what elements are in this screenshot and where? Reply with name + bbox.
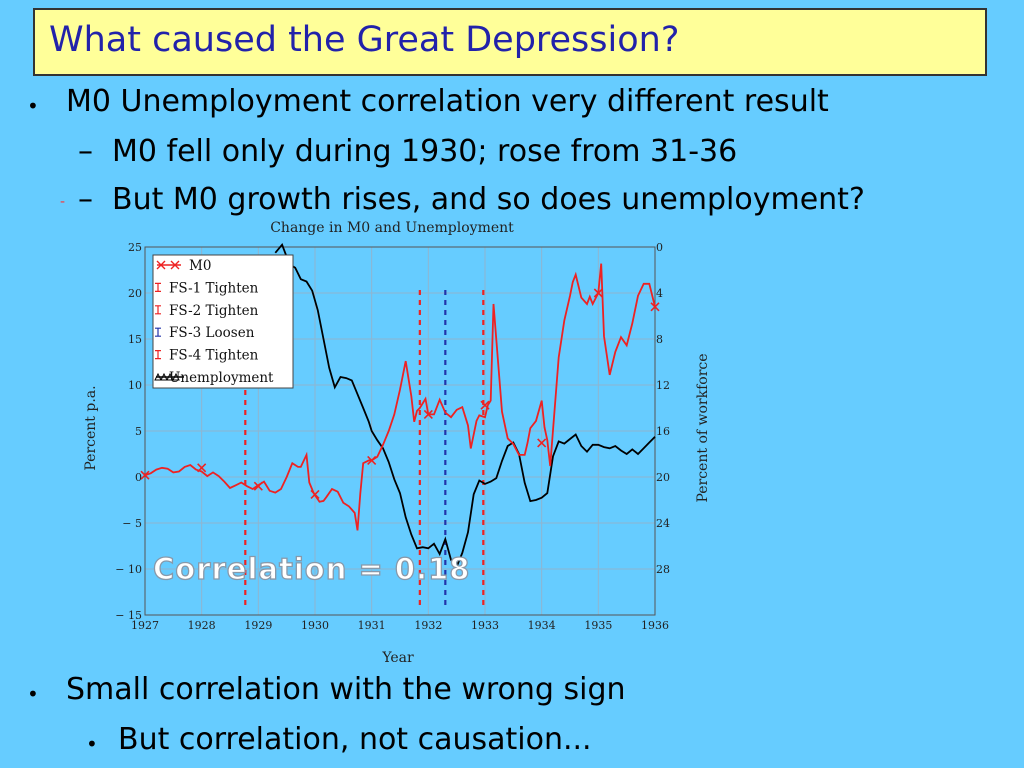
m0-marker (197, 463, 207, 473)
y-right-tick-label: 20 (656, 471, 670, 484)
y-tick-label: 15 (128, 333, 142, 346)
legend-label: Unemployment (169, 370, 274, 386)
m0-marker (140, 470, 150, 480)
series-lines (140, 242, 660, 569)
y-tick-label: − 10 (115, 563, 142, 576)
legend: M0 FS-1 Tighten FS-2 Tighten FS-3 Loosen FS-… (152, 254, 294, 389)
x-tick-label: 1934 (528, 619, 556, 632)
plot-frame (144, 246, 656, 616)
bullet-3: But M0 growth rises, and so does unemplo… (112, 182, 865, 217)
legend-label: FS-2 Tighten (169, 303, 259, 319)
y-tick-label: 5 (135, 425, 142, 438)
m0-marker (537, 438, 547, 448)
y-right-tick-label: 0 (656, 241, 663, 254)
x-tick-label: 1932 (414, 619, 442, 632)
legend-label: FS-1 Tighten (169, 280, 259, 296)
legend-label: M0 (189, 258, 211, 274)
bullet-1: M0 Unemployment correlation very differe… (66, 84, 829, 119)
legend-marker (156, 260, 166, 270)
x-tick-label: 1927 (131, 619, 159, 632)
legend-marker (160, 372, 168, 381)
m0-line (144, 263, 656, 531)
legend-box (152, 254, 294, 389)
bullet-2: M0 fell only during 1930; rose from 31-3… (112, 134, 738, 169)
chart-title: Change in M0 and Unemployment (270, 220, 514, 236)
correlation-annotation: Correlation = 0.18 (153, 552, 470, 586)
y-tick-label: 20 (128, 287, 142, 300)
x-tick-label: 1930 (301, 619, 329, 632)
x-tick-label: 1935 (584, 619, 612, 632)
legend-swatch-fs (155, 327, 161, 337)
axis-ticks: 1927 1928 1929 1930 1931 1932 1933 1934 1935 1936… (115, 241, 670, 632)
legend-marker (154, 372, 162, 381)
y-right-tick-label: 4 (656, 287, 663, 300)
legend-swatch-fs (155, 305, 161, 315)
unemployment-line (274, 242, 656, 569)
y-axis-label: Percent p.a. (83, 385, 99, 470)
legend-marker (170, 260, 180, 270)
bullet-dot: • (27, 94, 39, 118)
bullet-4: Small correlation with the wrong sign (66, 672, 626, 707)
x-axis-label: Year (381, 650, 414, 666)
x-tick-label: 1933 (471, 619, 499, 632)
legend-marker (166, 372, 174, 381)
y-right-tick-label: 12 (656, 379, 670, 392)
dash-marker: – (78, 134, 93, 169)
legend-label: FS-3 Loosen (169, 325, 255, 341)
m0-marker (423, 409, 433, 420)
slide-title: What caused the Great Depression? (49, 20, 680, 60)
y-tick-label: − 15 (115, 609, 142, 622)
legend-swatch-fs (155, 350, 161, 360)
m0-marker (650, 302, 660, 312)
m0-marker (593, 288, 603, 298)
m0-marker (480, 400, 490, 410)
y-right-tick-label: 8 (656, 333, 663, 346)
x-tick-label: 1929 (244, 619, 272, 632)
bullet-5: But correlation, not causation... (118, 722, 592, 757)
m0-marker (310, 489, 320, 500)
m0-marker (367, 455, 377, 466)
dash-marker: – (78, 182, 93, 217)
y-right-tick-label: 24 (656, 517, 670, 530)
y-right-tick-label: 16 (656, 425, 670, 438)
legend-marker (172, 372, 180, 381)
legend-label: FS-4 Tighten (169, 348, 259, 364)
title-box: What caused the Great Depression? (33, 8, 987, 76)
bullet-dot: • (27, 682, 39, 706)
y-tick-label: 25 (128, 241, 142, 254)
x-tick-label: 1936 (641, 619, 669, 632)
legend-swatch-fs (155, 282, 161, 292)
y-tick-label: − 5 (122, 517, 142, 530)
y-axis-right-label: Percent of workforce (695, 353, 711, 502)
x-tick-label: 1931 (358, 619, 386, 632)
y-tick-label: 0 (135, 471, 142, 484)
y-right-tick-label: 28 (656, 563, 670, 576)
y-tick-label: 10 (128, 379, 142, 392)
m0-marker (253, 481, 263, 491)
small-dash-marker: - (60, 194, 66, 210)
x-tick-label: 1928 (188, 619, 216, 632)
bullet-dot: • (86, 732, 98, 756)
